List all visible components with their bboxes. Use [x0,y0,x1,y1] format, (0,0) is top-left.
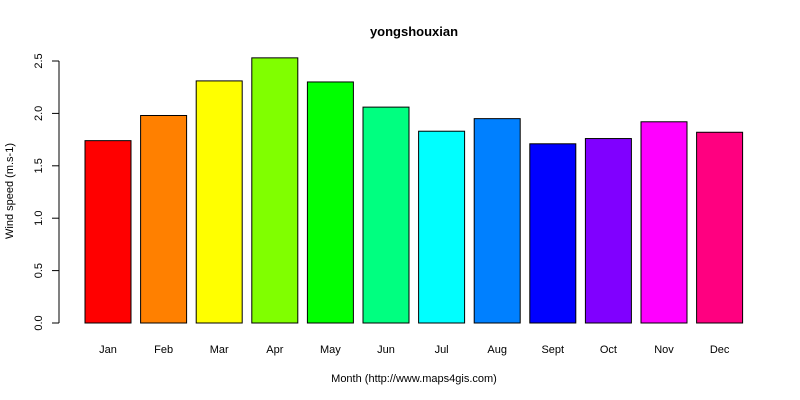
x-tick-label: Nov [654,344,674,356]
bar-sept [529,143,577,324]
x-tick-label: Jan [99,344,117,356]
bar-nov [640,121,688,324]
x-tick-label: Mar [210,344,229,356]
y-axis-title: Wind speed (m.s-1) [4,143,16,239]
x-axis-title: Month (http://www.maps4gis.com) [331,373,497,385]
x-tick-label: Dec [710,344,730,356]
x-tick-label: Feb [154,344,173,356]
x-tick-label: Apr [266,344,283,356]
y-tick-label: 1.0 [33,211,45,226]
chart-title: yongshouxian [370,24,458,39]
y-tick-label: 0.5 [33,263,45,278]
bar-aug [473,118,521,324]
x-tick-label: Oct [600,344,617,356]
x-tick-label: Sept [541,344,564,356]
y-tick-label: 2.0 [33,106,45,121]
y-tick-label: 2.5 [33,53,45,68]
bar-dec [696,131,744,324]
bar-may [306,81,354,324]
bar-jun [362,106,410,324]
x-tick-label: Jul [435,344,449,356]
y-tick-label: 1.5 [33,158,45,173]
x-tick-label: Aug [487,344,507,356]
x-tick-label: Jun [377,344,395,356]
bar-jan [84,140,132,324]
bar-apr [251,57,299,324]
x-tick-label: May [320,344,341,356]
bar-feb [140,114,188,324]
y-axis: 0.0 0.5 1.0 1.5 2.0 2.5 [33,53,60,331]
bar-oct [584,138,632,324]
bars-group [84,57,744,324]
x-tick-labels: Jan Feb Mar Apr May Jun Jul Aug Sept Oct Nov Dec [99,344,730,356]
bar-jul [418,130,466,324]
y-tick-label: 0.0 [33,315,45,330]
bar-mar [195,80,243,324]
